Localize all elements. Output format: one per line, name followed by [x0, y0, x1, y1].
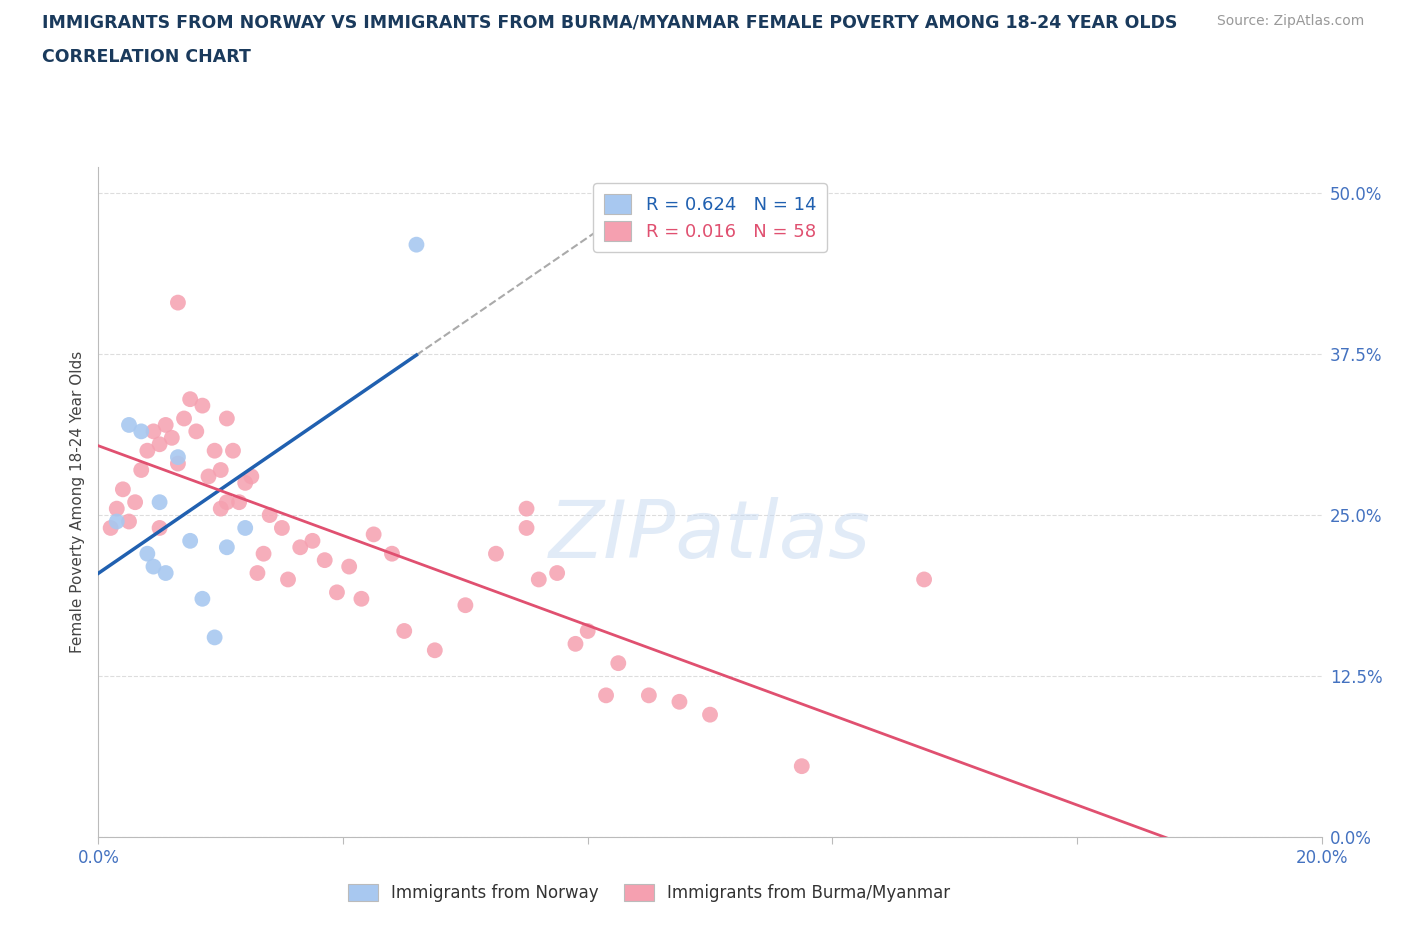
Point — [233, 521, 256, 536]
Point — [326, 585, 349, 600]
Point — [100, 521, 122, 536]
Point — [233, 475, 256, 490]
Point — [228, 495, 250, 510]
Point — [149, 437, 172, 452]
Point — [160, 431, 183, 445]
Point — [155, 418, 177, 432]
Point — [270, 521, 294, 536]
Point — [527, 572, 550, 587]
Point — [204, 630, 226, 644]
Point — [337, 559, 360, 574]
Point — [564, 636, 586, 651]
Point — [423, 643, 446, 658]
Point — [350, 591, 373, 606]
Point — [173, 411, 195, 426]
Point — [191, 591, 214, 606]
Point — [136, 546, 159, 561]
Point — [405, 237, 427, 252]
Point — [111, 482, 134, 497]
Point — [638, 688, 661, 703]
Point — [209, 462, 232, 477]
Point — [301, 534, 323, 549]
Point — [607, 656, 630, 671]
Point — [246, 565, 269, 580]
Point — [167, 456, 190, 471]
Point — [215, 539, 238, 554]
Text: CORRELATION CHART: CORRELATION CHART — [42, 48, 252, 66]
Point — [668, 695, 690, 710]
Point — [595, 688, 617, 703]
Legend: Immigrants from Norway, Immigrants from Burma/Myanmar: Immigrants from Norway, Immigrants from … — [342, 878, 956, 909]
Point — [699, 707, 721, 722]
Point — [142, 424, 165, 439]
Text: IMMIGRANTS FROM NORWAY VS IMMIGRANTS FROM BURMA/MYANMAR FEMALE POVERTY AMONG 18-: IMMIGRANTS FROM NORWAY VS IMMIGRANTS FRO… — [42, 14, 1178, 32]
Point — [179, 392, 201, 406]
Point — [277, 572, 299, 587]
Point — [290, 539, 312, 554]
Point — [204, 444, 226, 458]
Point — [209, 501, 232, 516]
Point — [215, 411, 238, 426]
Point — [259, 508, 281, 523]
Point — [240, 469, 263, 484]
Point — [485, 546, 508, 561]
Point — [912, 572, 935, 587]
Point — [197, 469, 219, 484]
Point — [215, 495, 238, 510]
Y-axis label: Female Poverty Among 18-24 Year Olds: Female Poverty Among 18-24 Year Olds — [69, 352, 84, 654]
Point — [314, 552, 336, 567]
Point — [167, 295, 190, 310]
Point — [363, 527, 385, 542]
Point — [186, 424, 208, 439]
Point — [155, 565, 177, 580]
Point — [576, 623, 599, 638]
Point — [167, 450, 190, 465]
Point — [118, 514, 141, 529]
Point — [149, 495, 172, 510]
Point — [222, 444, 245, 458]
Point — [252, 546, 274, 561]
Point — [129, 424, 152, 439]
Point — [790, 759, 813, 774]
Point — [381, 546, 404, 561]
Point — [454, 598, 477, 613]
Point — [516, 501, 538, 516]
Point — [392, 623, 416, 638]
Point — [136, 444, 159, 458]
Point — [546, 565, 568, 580]
Point — [149, 521, 172, 536]
Point — [179, 534, 201, 549]
Point — [118, 418, 141, 432]
Point — [129, 462, 152, 477]
Text: ZIPatlas: ZIPatlas — [548, 497, 872, 575]
Point — [105, 514, 128, 529]
Point — [142, 559, 165, 574]
Point — [516, 521, 538, 536]
Point — [124, 495, 146, 510]
Point — [105, 501, 128, 516]
Text: Source: ZipAtlas.com: Source: ZipAtlas.com — [1216, 14, 1364, 28]
Point — [191, 398, 214, 413]
